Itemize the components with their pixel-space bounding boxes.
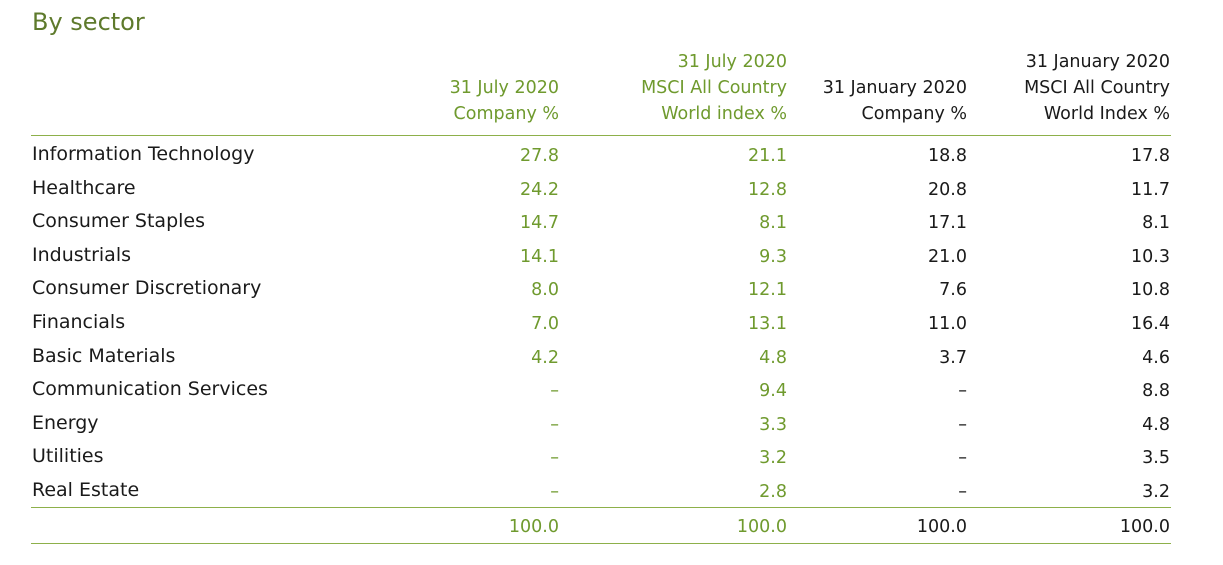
col-header-jan-msci: 31 January 2020 MSCI All Country World I… xyxy=(1024,49,1170,127)
table-row: Energy – 3.3 – 4.8 xyxy=(0,412,1223,445)
sector-label: Energy xyxy=(32,411,99,434)
col-header-line: World Index % xyxy=(1043,104,1170,124)
sector-label: Consumer Staples xyxy=(32,210,206,233)
sector-value: – xyxy=(550,381,559,402)
sector-value: 8.0 xyxy=(531,280,559,301)
sector-value: 24.2 xyxy=(520,179,559,200)
sector-value: 9.3 xyxy=(759,246,787,267)
sector-value: 8.1 xyxy=(1142,213,1170,234)
table-row: Communication Services – 9.4 – 8.8 xyxy=(0,378,1223,411)
sector-value: 2.8 xyxy=(759,482,787,502)
sector-label: Communication Services xyxy=(32,378,268,401)
sector-value: 17.1 xyxy=(928,213,967,234)
col-header-jan-company: 31 January 2020 Company % xyxy=(823,75,967,127)
bottom-rule xyxy=(31,543,1171,544)
sector-value: – xyxy=(958,482,967,502)
col-header-line: 31 January 2020 xyxy=(1025,52,1170,72)
sector-value: 4.2 xyxy=(531,347,559,368)
total-value: 100.0 xyxy=(916,517,967,537)
sector-value: 3.2 xyxy=(759,448,787,469)
sector-value: 12.8 xyxy=(748,179,787,200)
section-title: By sector xyxy=(32,8,145,36)
col-header-jul-company: 31 July 2020 Company % xyxy=(450,75,559,127)
table-row: Information Technology 27.8 21.1 18.8 17.8 xyxy=(0,143,1223,176)
sector-value: 11.0 xyxy=(928,314,967,334)
col-header-line: MSCI All Country xyxy=(641,78,787,98)
sector-value: 13.1 xyxy=(748,314,787,334)
col-header-line: World index % xyxy=(661,104,787,124)
sector-value: 27.8 xyxy=(520,146,559,166)
col-header-line: 31 July 2020 xyxy=(449,78,559,98)
sector-label: Healthcare xyxy=(32,176,136,199)
table-row: Utilities – 3.2 – 3.5 xyxy=(0,445,1223,478)
col-header-line: 31 January 2020 xyxy=(822,78,967,98)
sector-value: 12.1 xyxy=(748,280,787,301)
sector-value: 7.0 xyxy=(531,314,559,334)
sector-value: 11.7 xyxy=(1131,179,1170,200)
sector-value: 20.8 xyxy=(928,179,967,200)
totals-row: 100.0 100.0 100.0 100.0 xyxy=(0,517,1223,550)
sector-label: Industrials xyxy=(32,243,132,266)
sector-label: Basic Materials xyxy=(32,344,176,367)
sector-value: 3.3 xyxy=(759,414,787,435)
sector-label: Utilities xyxy=(32,445,104,468)
sector-value: 17.8 xyxy=(1131,146,1170,166)
col-header-jul-msci: 31 July 2020 MSCI All Country World inde… xyxy=(641,49,787,127)
sector-value: 8.1 xyxy=(759,213,787,234)
total-value: 100.0 xyxy=(736,517,787,537)
sector-value: – xyxy=(550,448,559,469)
table-row: Basic Materials 4.2 4.8 3.7 4.6 xyxy=(0,345,1223,378)
sector-value: 16.4 xyxy=(1131,314,1170,334)
sector-value: 8.8 xyxy=(1142,381,1170,402)
sector-value: 4.8 xyxy=(759,347,787,368)
sector-value: 14.1 xyxy=(520,246,559,267)
sector-value: – xyxy=(958,448,967,469)
sector-value: 21.0 xyxy=(928,246,967,267)
sector-value: 10.3 xyxy=(1131,246,1170,267)
totals-rule xyxy=(31,507,1171,508)
sector-value: 7.6 xyxy=(939,280,967,301)
sector-value: 3.2 xyxy=(1142,482,1170,502)
sector-value: – xyxy=(958,414,967,435)
col-header-line: Company % xyxy=(861,104,967,124)
sector-value: 4.8 xyxy=(1142,414,1170,435)
total-value: 100.0 xyxy=(1119,517,1170,537)
table-row: Real Estate – 2.8 – 3.2 xyxy=(0,479,1223,512)
sector-value: 4.6 xyxy=(1142,347,1170,368)
sector-value: – xyxy=(550,482,559,502)
total-value: 100.0 xyxy=(508,517,559,537)
col-header-line: MSCI All Country xyxy=(1024,78,1170,98)
sector-value: 9.4 xyxy=(759,381,787,402)
sector-value: 3.5 xyxy=(1142,448,1170,469)
table-row: Healthcare 24.2 12.8 20.8 11.7 xyxy=(0,177,1223,210)
header-rule xyxy=(31,135,1171,136)
sector-value: 3.7 xyxy=(939,347,967,368)
table-row: Financials 7.0 13.1 11.0 16.4 xyxy=(0,311,1223,344)
sector-value: 10.8 xyxy=(1131,280,1170,301)
sector-label: Real Estate xyxy=(32,479,140,501)
table-row: Consumer Discretionary 8.0 12.1 7.6 10.8 xyxy=(0,277,1223,310)
table-row: Industrials 14.1 9.3 21.0 10.3 xyxy=(0,244,1223,277)
sector-value: 18.8 xyxy=(928,146,967,166)
sector-value: 21.1 xyxy=(748,146,787,166)
col-header-line: 31 July 2020 xyxy=(677,52,787,72)
sector-label: Information Technology xyxy=(32,143,255,165)
table-row: Consumer Staples 14.7 8.1 17.1 8.1 xyxy=(0,210,1223,243)
sector-label: Consumer Discretionary xyxy=(32,277,262,300)
sector-value: – xyxy=(958,381,967,402)
col-header-line: Company % xyxy=(453,104,559,124)
sector-value: 14.7 xyxy=(520,213,559,234)
sector-value: – xyxy=(550,414,559,435)
sector-label: Financials xyxy=(32,311,126,333)
